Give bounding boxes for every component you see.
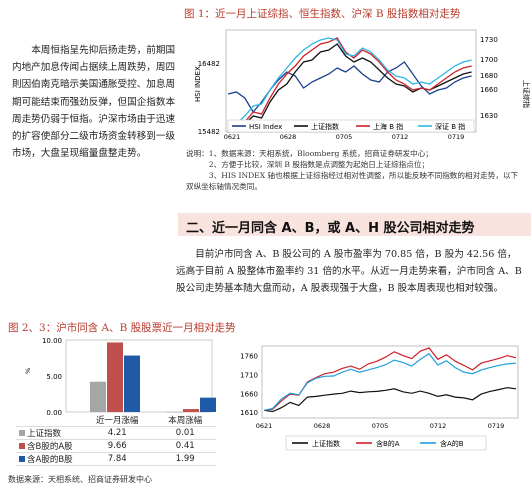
fig1-notes: 说明：1、数据来源：天相系统，Bloomberg 系统，招商证券研发中心； 2、…	[186, 148, 522, 192]
fig3-y-ticks: 1760 1710 1660 1610	[240, 353, 258, 418]
fig1-x-tick: 0628	[280, 133, 297, 141]
fig2-bar	[90, 381, 106, 412]
fig2-y-tick: 0.00	[46, 409, 62, 416]
fig1-yright-tick: 1700	[480, 56, 498, 64]
note-line: 说明：1、数据来源：天相系统，Bloomberg 系统，招商证券研发中心；	[186, 149, 433, 158]
fig3-x-tick: 0621	[256, 422, 273, 430]
fig1-yleft-top: 16482	[198, 60, 220, 68]
fig3-x-tick: 0628	[314, 422, 331, 430]
fig2-ylabel: %	[24, 368, 32, 374]
legend-swatch	[19, 456, 25, 462]
fig3-legend-label: 含B的A	[376, 439, 400, 448]
fig1-yright-tick: 1680	[480, 72, 498, 80]
fig3-series-line	[263, 352, 517, 411]
fig2-bar	[107, 342, 123, 412]
fig1-yright-tick: 1730	[480, 36, 498, 44]
fig1-series-line	[227, 37, 472, 127]
table-header-row: 近一月涨幅 本周涨幅	[16, 414, 216, 427]
fig1-chart: 16482 15482 HSI INDEX 上证综指 1730170016801…	[194, 29, 531, 141]
note-line: 2、方便于比较，深圳 B 股指数是点调整为起始日上证综指点位；	[186, 160, 430, 169]
fig1-yleft-bottom: 15482	[198, 128, 220, 136]
source-note: 数据来源：天相系统、招商证券研发中心	[8, 475, 152, 484]
fig1-legend-label: 上证指数	[311, 122, 339, 131]
fig3-x-tick: 0719	[488, 422, 505, 430]
sidebar-commentary: 本周恒指呈先抑后扬走势，前期国内地产加息传闻占据续上周跌势，周四則因伯南克暗示美…	[12, 45, 176, 160]
series-name: 含B股的A股	[27, 442, 73, 452]
table-row: 含A股的B股 7.84 1.99	[16, 452, 216, 466]
table-cell: 0.01	[154, 426, 216, 440]
fig3-x-ticks: 0621 0628 0705 0712 0719	[256, 422, 505, 430]
fig2-bar	[183, 409, 199, 412]
fig2-bar	[200, 397, 216, 412]
legend-swatch	[19, 443, 25, 449]
fig23-title: 图 2、3：沪市同含 A、B 股股票近一月相对走势	[8, 322, 236, 334]
fig1-legend-label: 深证 B 指	[435, 122, 465, 131]
fig1-legend-label: 上海 B 指	[373, 122, 403, 131]
table-cell: 7.84	[80, 452, 155, 466]
section-title: 二、近一月同含 A、B，或 A、H 股公司相对走势	[186, 221, 475, 236]
fig2-data-table: 近一月涨幅 本周涨幅 上证指数 4.21 0.01 含B股的A股 9.66 0.…	[16, 414, 216, 466]
fig3-x-tick: 0712	[430, 422, 447, 430]
table-col-header: 本周涨幅	[154, 414, 216, 427]
fig1-lines	[227, 37, 472, 133]
fig1-yright-ticks: 1730 1700 1680 1660 1630	[480, 36, 498, 120]
fig3-legend-label: 含A的B	[440, 439, 464, 448]
table-cell: 9.66	[80, 439, 155, 453]
fig1-x-tick: 0621	[224, 133, 241, 141]
fig3-line-chart: 1760 1710 1660 1610 0621 0628 0705 0712 0719 上证…	[240, 345, 519, 451]
fig2-bars	[90, 342, 216, 413]
fig3-legend-label: 上证指数	[312, 439, 340, 448]
fig1-x-ticks: 0621 0628 0705 0712 0719	[224, 133, 465, 141]
fig3-y-tick: 1660	[240, 390, 258, 398]
fig1-x-tick: 0712	[392, 133, 409, 141]
series-name: 上证指数	[27, 429, 62, 439]
fig2-y-tick: 10.00	[42, 337, 62, 345]
fig3-y-tick: 1610	[240, 409, 258, 417]
fig3-plot-frame	[261, 345, 519, 419]
table-row: 含B股的A股 9.66 0.41	[16, 439, 216, 453]
series-name: 含A股的B股	[27, 455, 73, 465]
fig1-legend-box	[227, 119, 475, 133]
section-paragraph: 目前沪市同含 A、B 股公司的 A 股市盈率为 70.85 倍，B 股为 42.…	[176, 249, 522, 294]
fig1-x-tick: 0705	[336, 133, 353, 141]
fig3-y-tick: 1760	[240, 353, 258, 361]
fig1-legend: HSI Index 上证指数 上海 B 指 深证 B 指	[227, 119, 475, 133]
fig1-yright-tick: 1630	[480, 112, 498, 120]
fig3-lines	[263, 347, 517, 413]
fig2-bar	[166, 411, 182, 413]
note-line: 3、HIS INDEX 轴也根据上证综指经过相对性调整，所以能反映不同指数的相对…	[186, 171, 519, 191]
fig3-legend: 上证指数 含B的A 含A的B	[285, 435, 487, 451]
table-cell: 0.41	[154, 439, 216, 453]
table-row: 上证指数 4.21 0.01	[16, 426, 216, 440]
fig1-yleft-label: HSI INDEX	[194, 66, 202, 102]
fig1-plot-frame	[225, 29, 477, 133]
fig1-title: 图 1：近一月上证综指、恒生指数、沪深 B 股指数相对走势	[184, 8, 461, 20]
table-cell: 4.21	[80, 426, 155, 440]
fig3-y-tick: 1710	[240, 371, 258, 379]
fig3-x-tick: 0705	[372, 422, 389, 430]
fig3-legend-box	[285, 435, 487, 451]
fig3-series-line	[263, 387, 517, 413]
fig1-x-tick: 0719	[448, 133, 465, 141]
table-col-header: 近一月涨幅	[80, 414, 155, 427]
fig1-yright-label: 上证综指	[522, 80, 531, 108]
fig2-bar-chart: 10.00 5.00 0.00 %	[24, 337, 216, 416]
table-cell: 1.99	[154, 452, 216, 466]
fig2-y-ticks: 10.00 5.00 0.00	[42, 337, 62, 416]
fig2-bar	[124, 355, 140, 412]
legend-swatch	[19, 430, 25, 436]
fig1-yright-tick: 1660	[480, 86, 498, 94]
fig2-y-tick: 5.00	[46, 373, 62, 381]
section-bar	[178, 213, 531, 236]
fig1-legend-label: HSI Index	[249, 123, 282, 131]
